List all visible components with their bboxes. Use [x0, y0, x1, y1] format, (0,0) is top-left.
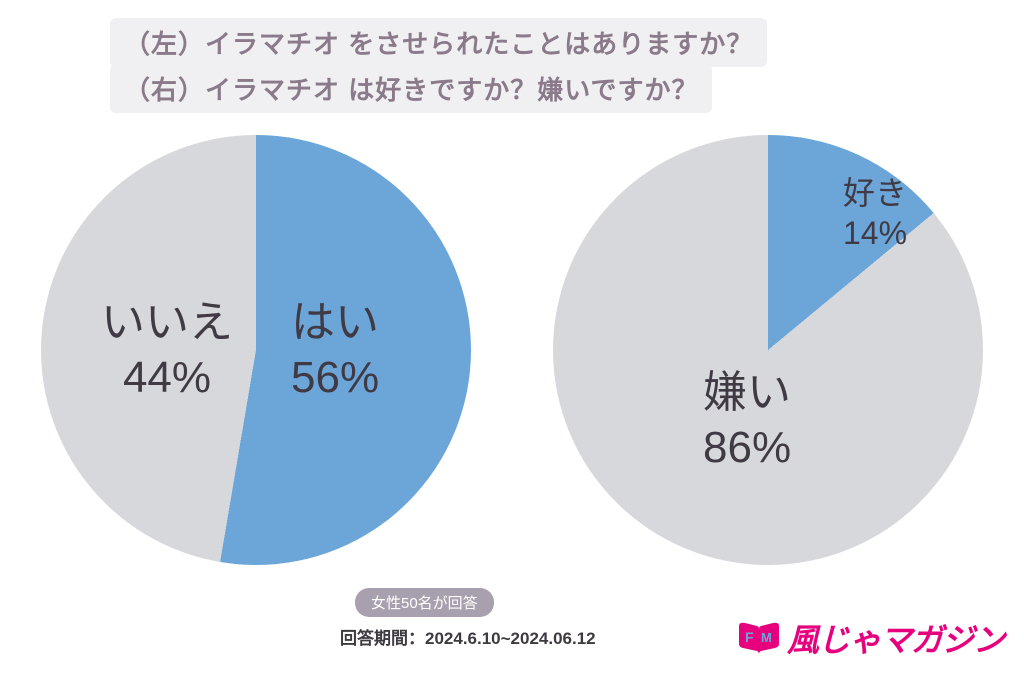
- slice-label: 好き14%: [843, 173, 907, 253]
- response-period: 回答期間：2024.6.10~2024.06.12: [340, 624, 596, 649]
- question-title-left: （左）イラマチオ をさせられたことはありますか？: [110, 18, 767, 67]
- slice-percent: 56%: [291, 350, 379, 405]
- book-icon: F M: [737, 620, 781, 656]
- slice-name: はい: [291, 295, 379, 350]
- brand-logo-text: 風じゃマガジン: [787, 615, 1004, 661]
- slice-label: いいえ44%: [101, 295, 233, 405]
- slice-name: 嫌い: [703, 365, 791, 420]
- slice-percent: 14%: [843, 213, 907, 253]
- pie-chart-left: はい56% いいえ44%: [41, 135, 471, 565]
- respondents-badge: 女性50名が回答: [355, 588, 494, 617]
- brand-logo: F M 風じゃマガジン: [737, 615, 1004, 661]
- pie-chart-right: 好き14% 嫌い86%: [553, 135, 983, 565]
- slice-percent: 44%: [101, 350, 233, 405]
- pie-right-canvas: [553, 135, 983, 565]
- slice-label: 嫌い86%: [703, 365, 791, 475]
- slice-name: 好き: [843, 173, 907, 213]
- svg-text:F: F: [745, 629, 754, 645]
- slice-percent: 86%: [703, 420, 791, 475]
- charts-container: はい56% いいえ44% 好き14% 嫌い86%: [0, 130, 1024, 570]
- slice-name: いいえ: [101, 295, 233, 350]
- slice-label: はい56%: [291, 295, 379, 405]
- svg-text:M: M: [761, 630, 772, 645]
- question-title-right: （右）イラマチオ は好きですか？嫌いですか？: [110, 64, 712, 113]
